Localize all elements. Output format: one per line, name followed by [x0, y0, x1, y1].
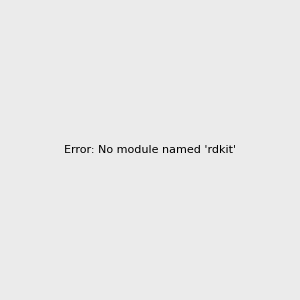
- Text: Error: No module named 'rdkit': Error: No module named 'rdkit': [64, 145, 236, 155]
